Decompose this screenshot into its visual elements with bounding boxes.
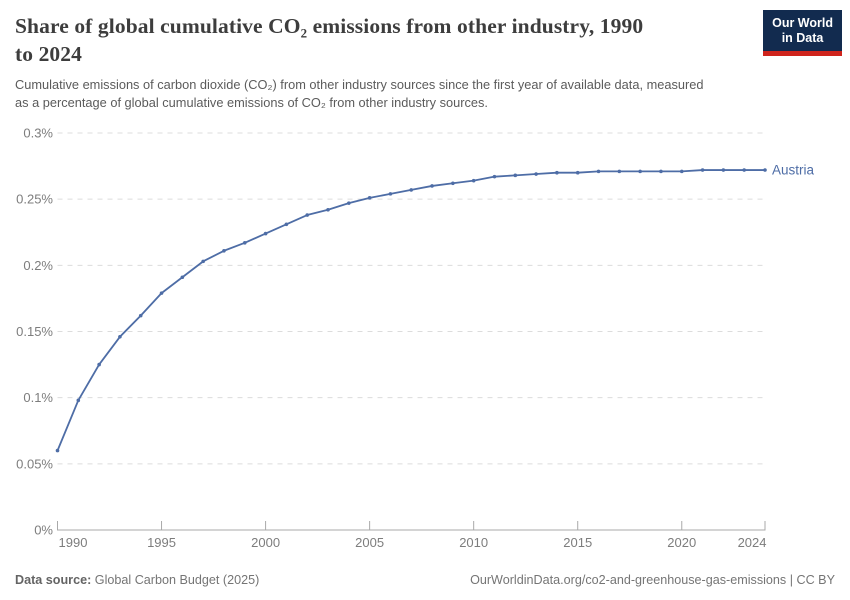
data-point[interactable] [409,188,414,192]
y-tick-label: 0.05% [16,456,53,471]
data-point[interactable] [222,248,226,253]
data-point[interactable] [180,275,185,280]
x-tick-label: 2010 [459,535,488,550]
y-tick-label: 0.2% [23,258,53,273]
data-point[interactable] [97,362,101,367]
data-point[interactable] [721,168,726,172]
data-point[interactable] [305,213,310,217]
data-point[interactable] [118,334,122,339]
x-tick-label: 1995 [147,535,176,550]
data-point[interactable] [347,201,351,205]
data-point[interactable] [263,231,268,236]
data-point[interactable] [55,448,60,453]
data-point[interactable] [159,291,164,295]
y-tick-label: 0.1% [23,390,53,405]
title-line: Share of global cumulative CO₂ emissions… [15,14,644,38]
data-point[interactable] [534,172,538,176]
x-tick-label: 2000 [251,535,280,550]
x-tick-label: 2020 [667,535,696,550]
data-point[interactable] [617,169,622,174]
attribution-link[interactable]: OurWorldinData.org/co2-and-greenhouse-ga… [470,573,835,587]
chart-subtitle: Cumulative emissions of carbon dioxide (… [15,76,835,112]
data-point[interactable] [201,259,205,264]
x-tick-label: 2015 [563,535,592,550]
data-point[interactable] [451,181,455,186]
y-tick-label: 0.15% [16,324,53,339]
data-point[interactable] [638,169,642,174]
series-line-austria[interactable] [56,169,766,451]
chart-footer: Data source: Global Carbon Budget (2025)… [15,573,835,587]
y-tick-label: 0.3% [23,126,53,141]
owid-logo[interactable]: Our World in Data [763,10,842,56]
data-point[interactable] [555,170,559,175]
x-tick-label: 1990 [59,535,88,550]
title-line: to 2024 [15,42,82,67]
series-label-austria[interactable]: Austria [772,163,815,178]
data-point[interactable] [492,174,497,179]
owid-logo-text: Our World [772,16,833,30]
data-point[interactable] [388,192,393,196]
data-source-value: Global Carbon Budget (2025) [94,573,260,587]
chart-header: Share of global cumulative CO₂ emissions… [15,10,842,112]
data-point[interactable] [679,169,684,174]
subtitle-line: Cumulative emissions of carbon dioxide (… [15,76,704,92]
data-source-label: Data source: [15,573,92,587]
y-tick-label: 0.25% [16,192,53,207]
data-point[interactable] [138,313,143,318]
data-point[interactable] [513,173,518,178]
data-point[interactable] [575,170,580,175]
x-tick-label: 2024 [738,535,767,550]
data-point[interactable] [763,168,767,172]
data-point[interactable] [284,222,289,227]
data-source: Data source: Global Carbon Budget (2025) [15,573,259,587]
data-point[interactable] [430,184,434,188]
data-point[interactable] [471,178,476,183]
y-tick-label: 0% [34,523,53,538]
page-title: Share of global cumulative CO₂ emissions… [15,12,715,69]
data-point[interactable] [700,168,705,172]
data-point[interactable] [242,241,247,245]
data-point[interactable] [76,398,81,403]
data-point[interactable] [742,168,746,172]
data-point[interactable] [596,169,601,174]
x-tick-label: 2005 [355,535,384,550]
data-point[interactable] [367,196,372,200]
subtitle-line: as a percentage of global cumulative emi… [15,94,488,110]
data-point[interactable] [326,207,330,212]
data-point[interactable] [659,169,663,174]
owid-logo-text: in Data [781,31,824,45]
